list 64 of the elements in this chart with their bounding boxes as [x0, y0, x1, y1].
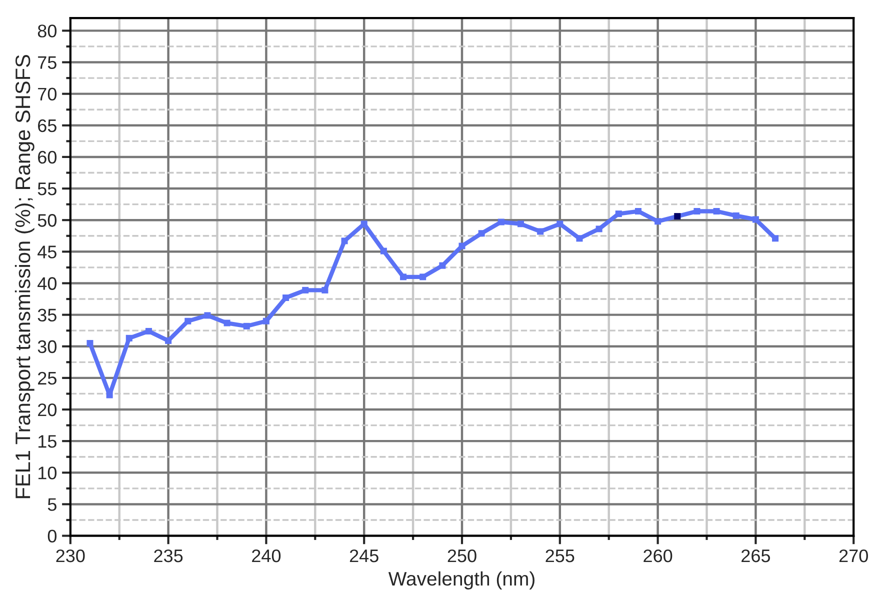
point	[478, 230, 485, 237]
point	[165, 337, 172, 344]
point	[86, 340, 94, 346]
point	[106, 392, 113, 398]
point	[713, 208, 720, 215]
y-tick-label: 35	[38, 308, 56, 322]
point	[537, 228, 544, 235]
point	[302, 286, 309, 294]
point	[517, 220, 524, 228]
y-tick-label: 55	[38, 182, 56, 196]
x-axis-title: Wavelength (nm)	[388, 571, 534, 590]
point	[634, 208, 642, 215]
point	[556, 220, 564, 228]
point	[615, 210, 622, 218]
point	[458, 242, 466, 250]
point	[145, 328, 152, 334]
point	[322, 286, 328, 294]
point	[420, 274, 426, 280]
point	[772, 235, 779, 242]
y-tick-label: 65	[38, 119, 56, 132]
point	[674, 213, 681, 220]
point	[184, 318, 192, 324]
x-tick-label: 250	[448, 549, 476, 562]
x-tick-label: 240	[252, 549, 281, 562]
point	[752, 216, 759, 223]
y-tick-label: 20	[38, 403, 56, 416]
x-tick-label: 255	[546, 549, 574, 562]
point	[360, 220, 368, 228]
y-axis-title: FEL1 Transport tansmission (%); Range SHSFS	[14, 54, 34, 498]
x-tick-label: 245	[350, 549, 378, 562]
point	[126, 334, 132, 342]
y-tick-label: 0	[48, 530, 56, 542]
y-tick-label: 60	[38, 150, 56, 164]
point	[204, 312, 211, 319]
y-tick-label: 10	[38, 466, 56, 480]
point	[596, 226, 602, 232]
point	[282, 294, 290, 302]
x-tick-label: 260	[644, 549, 672, 562]
point	[243, 322, 250, 330]
point	[498, 218, 504, 226]
x-tick-label: 270	[839, 549, 868, 562]
point	[576, 235, 583, 242]
y-tick-label: 15	[38, 435, 56, 448]
point	[654, 218, 662, 225]
y-tick-label: 25	[38, 372, 56, 385]
point	[732, 212, 740, 219]
point	[224, 320, 230, 326]
y-tick-label: 80	[38, 24, 56, 38]
x-tick-label: 230	[56, 549, 85, 562]
point	[439, 262, 446, 269]
y-tick-label: 30	[38, 340, 56, 354]
point	[262, 318, 270, 324]
point	[400, 274, 407, 280]
y-tick-label: 40	[38, 277, 56, 290]
point	[694, 208, 700, 215]
y-tick-label: 45	[38, 246, 56, 258]
x-tick-label: 235	[154, 549, 183, 562]
x-tick-label: 265	[742, 549, 770, 562]
point	[341, 238, 348, 244]
y-tick-label: 70	[38, 88, 56, 101]
y-tick-label: 75	[38, 56, 56, 69]
point	[380, 248, 387, 254]
y-tick-label: 50	[38, 214, 56, 227]
y-tick-label: 5	[48, 498, 56, 511]
